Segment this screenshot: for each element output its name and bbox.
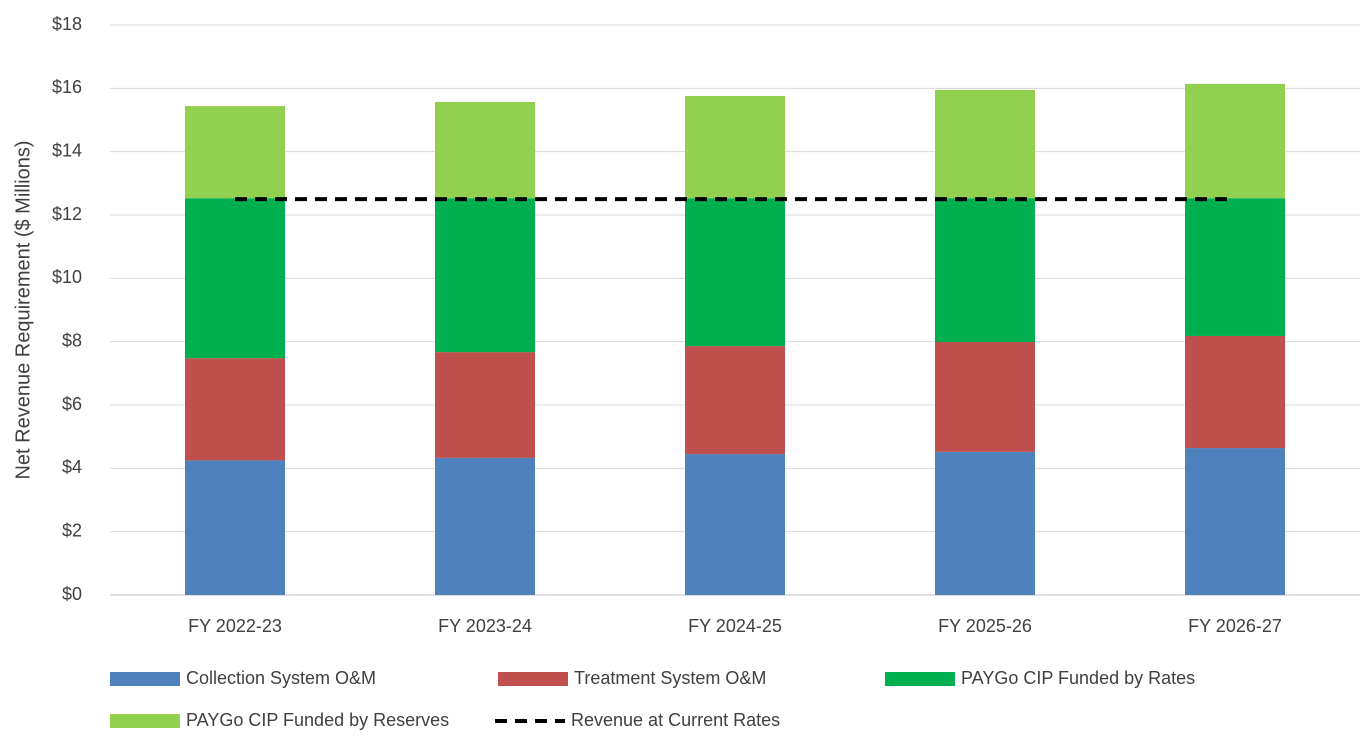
bar-segment [685, 198, 785, 347]
bar-segment [435, 101, 535, 199]
x-tick-label: FY 2023-24 [438, 616, 532, 636]
bar-segment [185, 460, 285, 595]
y-tick-label: $8 [62, 330, 82, 350]
bar-segment [1185, 83, 1285, 199]
x-tick-label: FY 2026-27 [1188, 616, 1282, 636]
bar-segment [185, 198, 285, 359]
legend-swatch [885, 672, 955, 686]
legend-label: Revenue at Current Rates [571, 710, 780, 730]
y-tick-label: $18 [52, 14, 82, 34]
legend-label: PAYGo CIP Funded by Reserves [186, 710, 449, 730]
legend-label: Collection System O&M [186, 668, 376, 688]
y-tick-label: $2 [62, 520, 82, 540]
legend-swatch [110, 714, 180, 728]
bar-segment [435, 352, 535, 458]
x-tick-label: FY 2024-25 [688, 616, 782, 636]
bar-segment [185, 106, 285, 199]
bar-segment [1185, 335, 1285, 449]
bar-segment [685, 95, 785, 199]
bar-segment [435, 198, 535, 353]
bar-segment [1185, 198, 1285, 336]
y-tick-label: $14 [52, 140, 82, 160]
y-tick-label: $6 [62, 394, 82, 414]
y-tick-label: $12 [52, 204, 82, 224]
y-tick-label: $0 [62, 584, 82, 604]
x-tick-label: FY 2022-23 [188, 616, 282, 636]
bar-segment [935, 341, 1035, 452]
y-axis-label: Net Revenue Requirement ($ Millions) [12, 140, 34, 479]
bar-segment [435, 457, 535, 595]
bar-segment [685, 454, 785, 595]
y-tick-label: $16 [52, 77, 82, 97]
x-tick-label: FY 2025-26 [938, 616, 1032, 636]
legend-label: Treatment System O&M [574, 668, 766, 688]
bar-segment [935, 451, 1035, 595]
legend-swatch [110, 672, 180, 686]
bar-segment [935, 198, 1035, 342]
legend-label: PAYGo CIP Funded by Rates [961, 668, 1195, 688]
legend-swatch [498, 672, 568, 686]
bar-segment [685, 346, 785, 455]
bar-segment [1185, 448, 1285, 595]
bar-segment [185, 358, 285, 461]
bar-segment [935, 89, 1035, 199]
y-tick-label: $4 [62, 457, 82, 477]
y-tick-label: $10 [52, 267, 82, 287]
